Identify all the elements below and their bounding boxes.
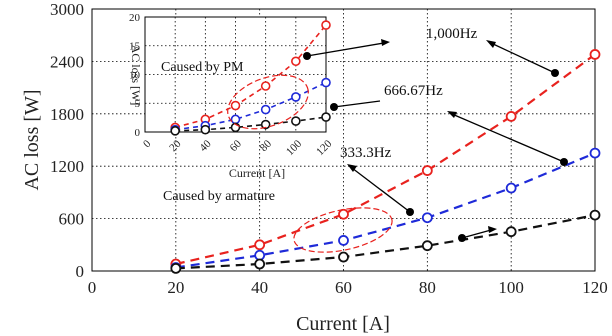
series-point-2 bbox=[200, 124, 211, 135]
main-y-axis-label: AC loss [W] bbox=[21, 89, 43, 190]
series-point-2 bbox=[421, 240, 433, 252]
series-point-1 bbox=[505, 182, 517, 194]
x-tick-label: 80 bbox=[419, 278, 436, 297]
series-point-0 bbox=[338, 208, 349, 220]
main-x-axis-label: Current [A] bbox=[296, 313, 390, 335]
y-tick-label: 0 bbox=[135, 127, 141, 139]
series-point-2 bbox=[291, 116, 301, 126]
label-caused-by-pm: Caused by PM bbox=[161, 60, 244, 75]
label-caused-by-armature: Caused by armature bbox=[163, 189, 275, 204]
y-tick-label: 10 bbox=[129, 69, 141, 81]
series-point-1 bbox=[291, 92, 301, 102]
series-point-2 bbox=[505, 226, 517, 238]
main-series bbox=[170, 49, 601, 274]
arrowhead-333hz bbox=[347, 164, 357, 172]
series-line-0 bbox=[174, 24, 327, 129]
y-tick-label: 0 bbox=[76, 262, 85, 281]
series-point-0 bbox=[291, 56, 301, 67]
series-point-2 bbox=[254, 258, 266, 270]
x-tick-label: 0 bbox=[88, 278, 97, 297]
series-point-1 bbox=[338, 235, 349, 246]
arrow-pm-line bbox=[306, 42, 385, 57]
series-point-2 bbox=[260, 119, 271, 130]
y-tick-label: 5 bbox=[135, 98, 141, 110]
series-point-0 bbox=[421, 165, 433, 176]
dot-666hz bbox=[560, 158, 568, 166]
label-1000hz: 1,000Hz bbox=[426, 26, 478, 42]
series-point-1 bbox=[421, 212, 433, 224]
dot-pm bbox=[303, 52, 311, 60]
x-tick-label: 120 bbox=[582, 278, 608, 297]
series-point-2 bbox=[338, 251, 349, 263]
series-line-2 bbox=[175, 116, 327, 132]
series-point-0 bbox=[505, 111, 517, 122]
y-tick-label: 2400 bbox=[50, 52, 84, 71]
annotation-dots bbox=[303, 52, 568, 242]
series-point-0 bbox=[321, 20, 331, 30]
series-point-0 bbox=[230, 100, 241, 111]
label-666hz: 666.67Hz bbox=[384, 83, 443, 99]
dot-666-inset bbox=[330, 103, 338, 111]
series-point-2 bbox=[589, 209, 601, 221]
inset-grid bbox=[145, 17, 326, 132]
y-tick-label: 3000 bbox=[50, 0, 84, 19]
series-point-1 bbox=[254, 249, 266, 261]
annotation-arrowheads bbox=[347, 39, 497, 233]
x-tick-label: 20 bbox=[167, 278, 184, 297]
arrow-666-inset-line bbox=[333, 100, 381, 108]
dot-1000hz bbox=[551, 69, 559, 77]
y-tick-label: 15 bbox=[129, 41, 141, 53]
arrowhead-666hz bbox=[447, 111, 457, 118]
label-333hz: 333.3Hz bbox=[340, 145, 392, 161]
arrowhead-1000hz bbox=[486, 40, 496, 48]
series-point-0 bbox=[589, 49, 601, 60]
y-tick-label: 20 bbox=[129, 12, 141, 24]
y-tick-label: 600 bbox=[59, 210, 85, 229]
series-point-1 bbox=[230, 114, 241, 125]
series-point-0 bbox=[254, 239, 266, 251]
inset-y-axis-label: AC loss [W] bbox=[129, 45, 143, 106]
series-point-1 bbox=[589, 147, 601, 159]
pm-highlight-ellipse bbox=[227, 74, 309, 130]
series-point-2 bbox=[170, 126, 180, 136]
series-line-1 bbox=[175, 152, 596, 269]
y-tick-label: 1800 bbox=[50, 105, 84, 124]
series-point-2 bbox=[321, 112, 331, 122]
arrow-1000hz-line bbox=[490, 42, 556, 74]
arrow-666hz-line bbox=[451, 113, 565, 163]
armature-highlight-ellipse bbox=[293, 207, 393, 253]
series-point-2 bbox=[170, 262, 182, 274]
series-point-1 bbox=[321, 77, 331, 88]
x-tick-label: 100 bbox=[498, 278, 524, 297]
dot-333-tail bbox=[458, 234, 466, 242]
arrowhead-pm bbox=[381, 39, 390, 46]
arrow-333hz-line bbox=[351, 167, 411, 213]
x-tick-label: 60 bbox=[335, 278, 352, 297]
series-line-2 bbox=[175, 214, 596, 270]
x-tick-label: 40 bbox=[251, 278, 268, 297]
arrowhead-333-tail bbox=[488, 226, 497, 233]
dot-333hz bbox=[406, 208, 414, 216]
inset-x-axis-label: Current [A] bbox=[229, 166, 285, 180]
arrow-333-tail-line bbox=[461, 229, 492, 239]
annotation-arrows bbox=[306, 42, 565, 239]
series-point-0 bbox=[260, 81, 271, 91]
series-point-1 bbox=[260, 104, 271, 115]
y-tick-label: 1200 bbox=[50, 157, 84, 176]
